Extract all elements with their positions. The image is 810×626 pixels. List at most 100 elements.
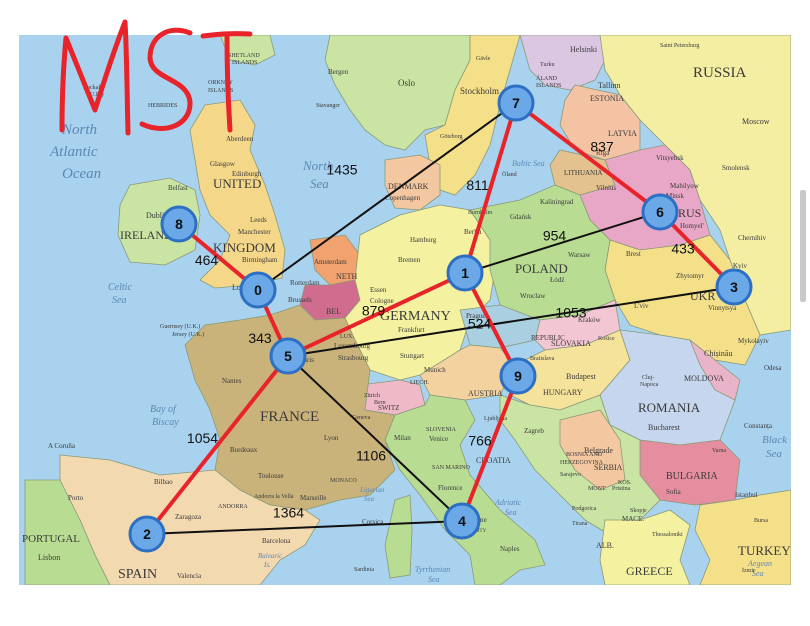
city-label-podgorica: Podgorica <box>572 506 597 512</box>
city-label-bremen: Bremen <box>398 256 421 264</box>
country-label-lux: LUX. <box>340 334 354 340</box>
handwritten-title-mst: MST <box>59 19 253 136</box>
city-label-smolensk: Smolensk <box>722 164 750 172</box>
city-label-essen: Essen <box>370 286 387 294</box>
island-label-jersey: Jersey (U.K.) <box>172 331 204 338</box>
node-3: 3 <box>715 268 753 306</box>
node-label-1: 1 <box>461 265 469 281</box>
country-label-germany: GERMANY <box>380 309 451 324</box>
edge-weight-1-6: 954 <box>543 228 567 244</box>
edge-5-2 <box>145 354 290 536</box>
city-label-ljubljana: Ljubljana <box>484 416 507 422</box>
city-label-pristina: Pristina <box>612 486 631 492</box>
city-label-tirana: Tirana <box>572 521 588 527</box>
sea-label-tyrrhenian-2: Sea <box>428 575 440 584</box>
serbia-land <box>559 409 626 491</box>
city-label-belgrade: Belgrade <box>584 446 613 455</box>
sea-label-north-atlantic-2: Atlantic <box>49 144 98 160</box>
island-label-rockall-1: Rockall <box>83 85 102 91</box>
city-label-moscow: Moscow <box>742 117 770 126</box>
edge-5-4 <box>287 355 463 522</box>
node-label-5: 5 <box>284 348 292 364</box>
city-label-warsaw: Warsaw <box>568 251 591 259</box>
edge-1-6 <box>464 211 661 274</box>
node-7: 7 <box>497 84 535 122</box>
city-label-stockholm: Stockholm <box>460 86 499 96</box>
graph-edges-non-mst <box>146 102 735 535</box>
country-label-kosovo: KOS. <box>618 480 632 486</box>
city-label-vilnius: Vilnius <box>596 184 616 192</box>
city-label-brussels: Brussels <box>288 296 312 304</box>
island-label-shetland-1: SHETLAND <box>228 53 260 59</box>
node-circle-6 <box>641 193 679 231</box>
city-label-chernihiv: Chernihiv <box>738 234 766 242</box>
city-label-prague: Prague <box>466 312 485 320</box>
country-label-slovenia: SLOVENIA <box>426 427 457 433</box>
city-label-marseille: Marseille <box>300 494 326 502</box>
country-label-netherlands: NETH <box>336 272 358 281</box>
node-label-0: 0 <box>254 282 262 298</box>
europe-map <box>19 35 791 585</box>
edge-0-7 <box>257 102 517 291</box>
city-label-zhytomyr: Zhytomyr <box>676 272 705 280</box>
node-8: 8 <box>160 205 198 243</box>
edge-5-3 <box>287 286 735 357</box>
sea-label-celtic-1: Celtic <box>108 282 132 293</box>
city-label-turku: Turku <box>540 62 554 68</box>
island-label-orkney-1: ORKNEY <box>208 80 234 86</box>
country-label-latvia: LATVIA <box>608 129 637 138</box>
country-label-san-marino: SAN MARINO <box>432 465 471 471</box>
city-label-izmir: İzmir <box>742 567 755 574</box>
country-label-croatia: CROATIA <box>476 456 511 465</box>
node-label-9: 9 <box>514 368 522 384</box>
city-label-geneva: Geneva <box>352 415 371 421</box>
city-label-sarajevo: Sarajevo <box>560 472 581 478</box>
edge-weight-labels: 1435 954 1053 1106 1364 464 343 879 811 837 433 524… <box>187 139 695 521</box>
map-text-labels: North Atlantic Ocean North Sea Celtic Se… <box>22 43 791 584</box>
city-label-istanbul: Istanbul <box>735 491 758 499</box>
sea-label-tyrrhenian-1: Tyrrhenian <box>415 565 450 574</box>
city-label-saint-petersburg: Saint Petersburg <box>660 43 699 49</box>
portugal-land <box>24 479 111 585</box>
country-label-poland: POLAND <box>515 261 568 276</box>
node-label-7: 7 <box>512 95 520 111</box>
island-label-hebrides: HEBRIDES <box>148 103 177 109</box>
edge-weight-7-6: 837 <box>590 139 614 155</box>
city-label-stuttgart: Stuttgart <box>400 352 424 360</box>
ireland-land <box>117 177 201 266</box>
island-label-aland-2: ISLANDS <box>536 83 561 89</box>
node-2: 2 <box>128 515 166 553</box>
country-label-mace: MACE. <box>622 515 644 523</box>
country-label-bosnia: BOSNIA AND <box>566 452 603 458</box>
sea-label-north-atlantic-3: Ocean <box>62 166 101 182</box>
edge-weight-0-7: 1435 <box>326 162 357 178</box>
city-label-andorra-la-vella: Andorra la Vella <box>254 494 294 500</box>
city-label-aberdeen: Aberdeen <box>226 135 254 143</box>
country-label-uk-2: KINGDOM <box>213 240 276 255</box>
edge-weight-6-3: 433 <box>671 241 695 257</box>
node-circle-4 <box>443 502 481 540</box>
node-circle-5 <box>269 337 307 375</box>
island-label-aland-1: ÅLAND <box>536 74 558 82</box>
city-label-barcelona: Barcelona <box>262 537 291 545</box>
country-label-romania: ROMANIA <box>638 400 701 415</box>
country-label-denmark: DENMARK <box>388 182 429 191</box>
edge-weight-5-1: 879 <box>362 303 386 319</box>
edge-9-4 <box>460 374 520 523</box>
country-label-herzegovina: HERZEGOVINA <box>560 460 604 466</box>
sea-label-balearic-1: Balearic <box>258 552 283 560</box>
city-label-paris: Paris <box>300 356 314 364</box>
country-label-greece: GREECE <box>626 564 673 578</box>
edge-2-4 <box>146 520 463 535</box>
node-circle-2 <box>128 515 166 553</box>
city-label-kaliningrad: Kaliningrad <box>540 198 574 206</box>
sea-label-north-sea-1: North <box>302 158 333 173</box>
island-label-oland: Öland <box>502 171 517 178</box>
island-label-guernsey: Guernsey (U.K.) <box>160 323 200 330</box>
city-label-gdansk: Gdańsk <box>510 213 532 221</box>
city-label-bordeaux: Bordeaux <box>230 446 258 454</box>
sea-label-aegean-2: Sea <box>752 569 764 578</box>
scrollbar-thumb[interactable] <box>800 190 806 302</box>
edge-weight-5-2: 1054 <box>187 430 218 446</box>
edge-weight-2-4: 1364 <box>273 505 304 521</box>
